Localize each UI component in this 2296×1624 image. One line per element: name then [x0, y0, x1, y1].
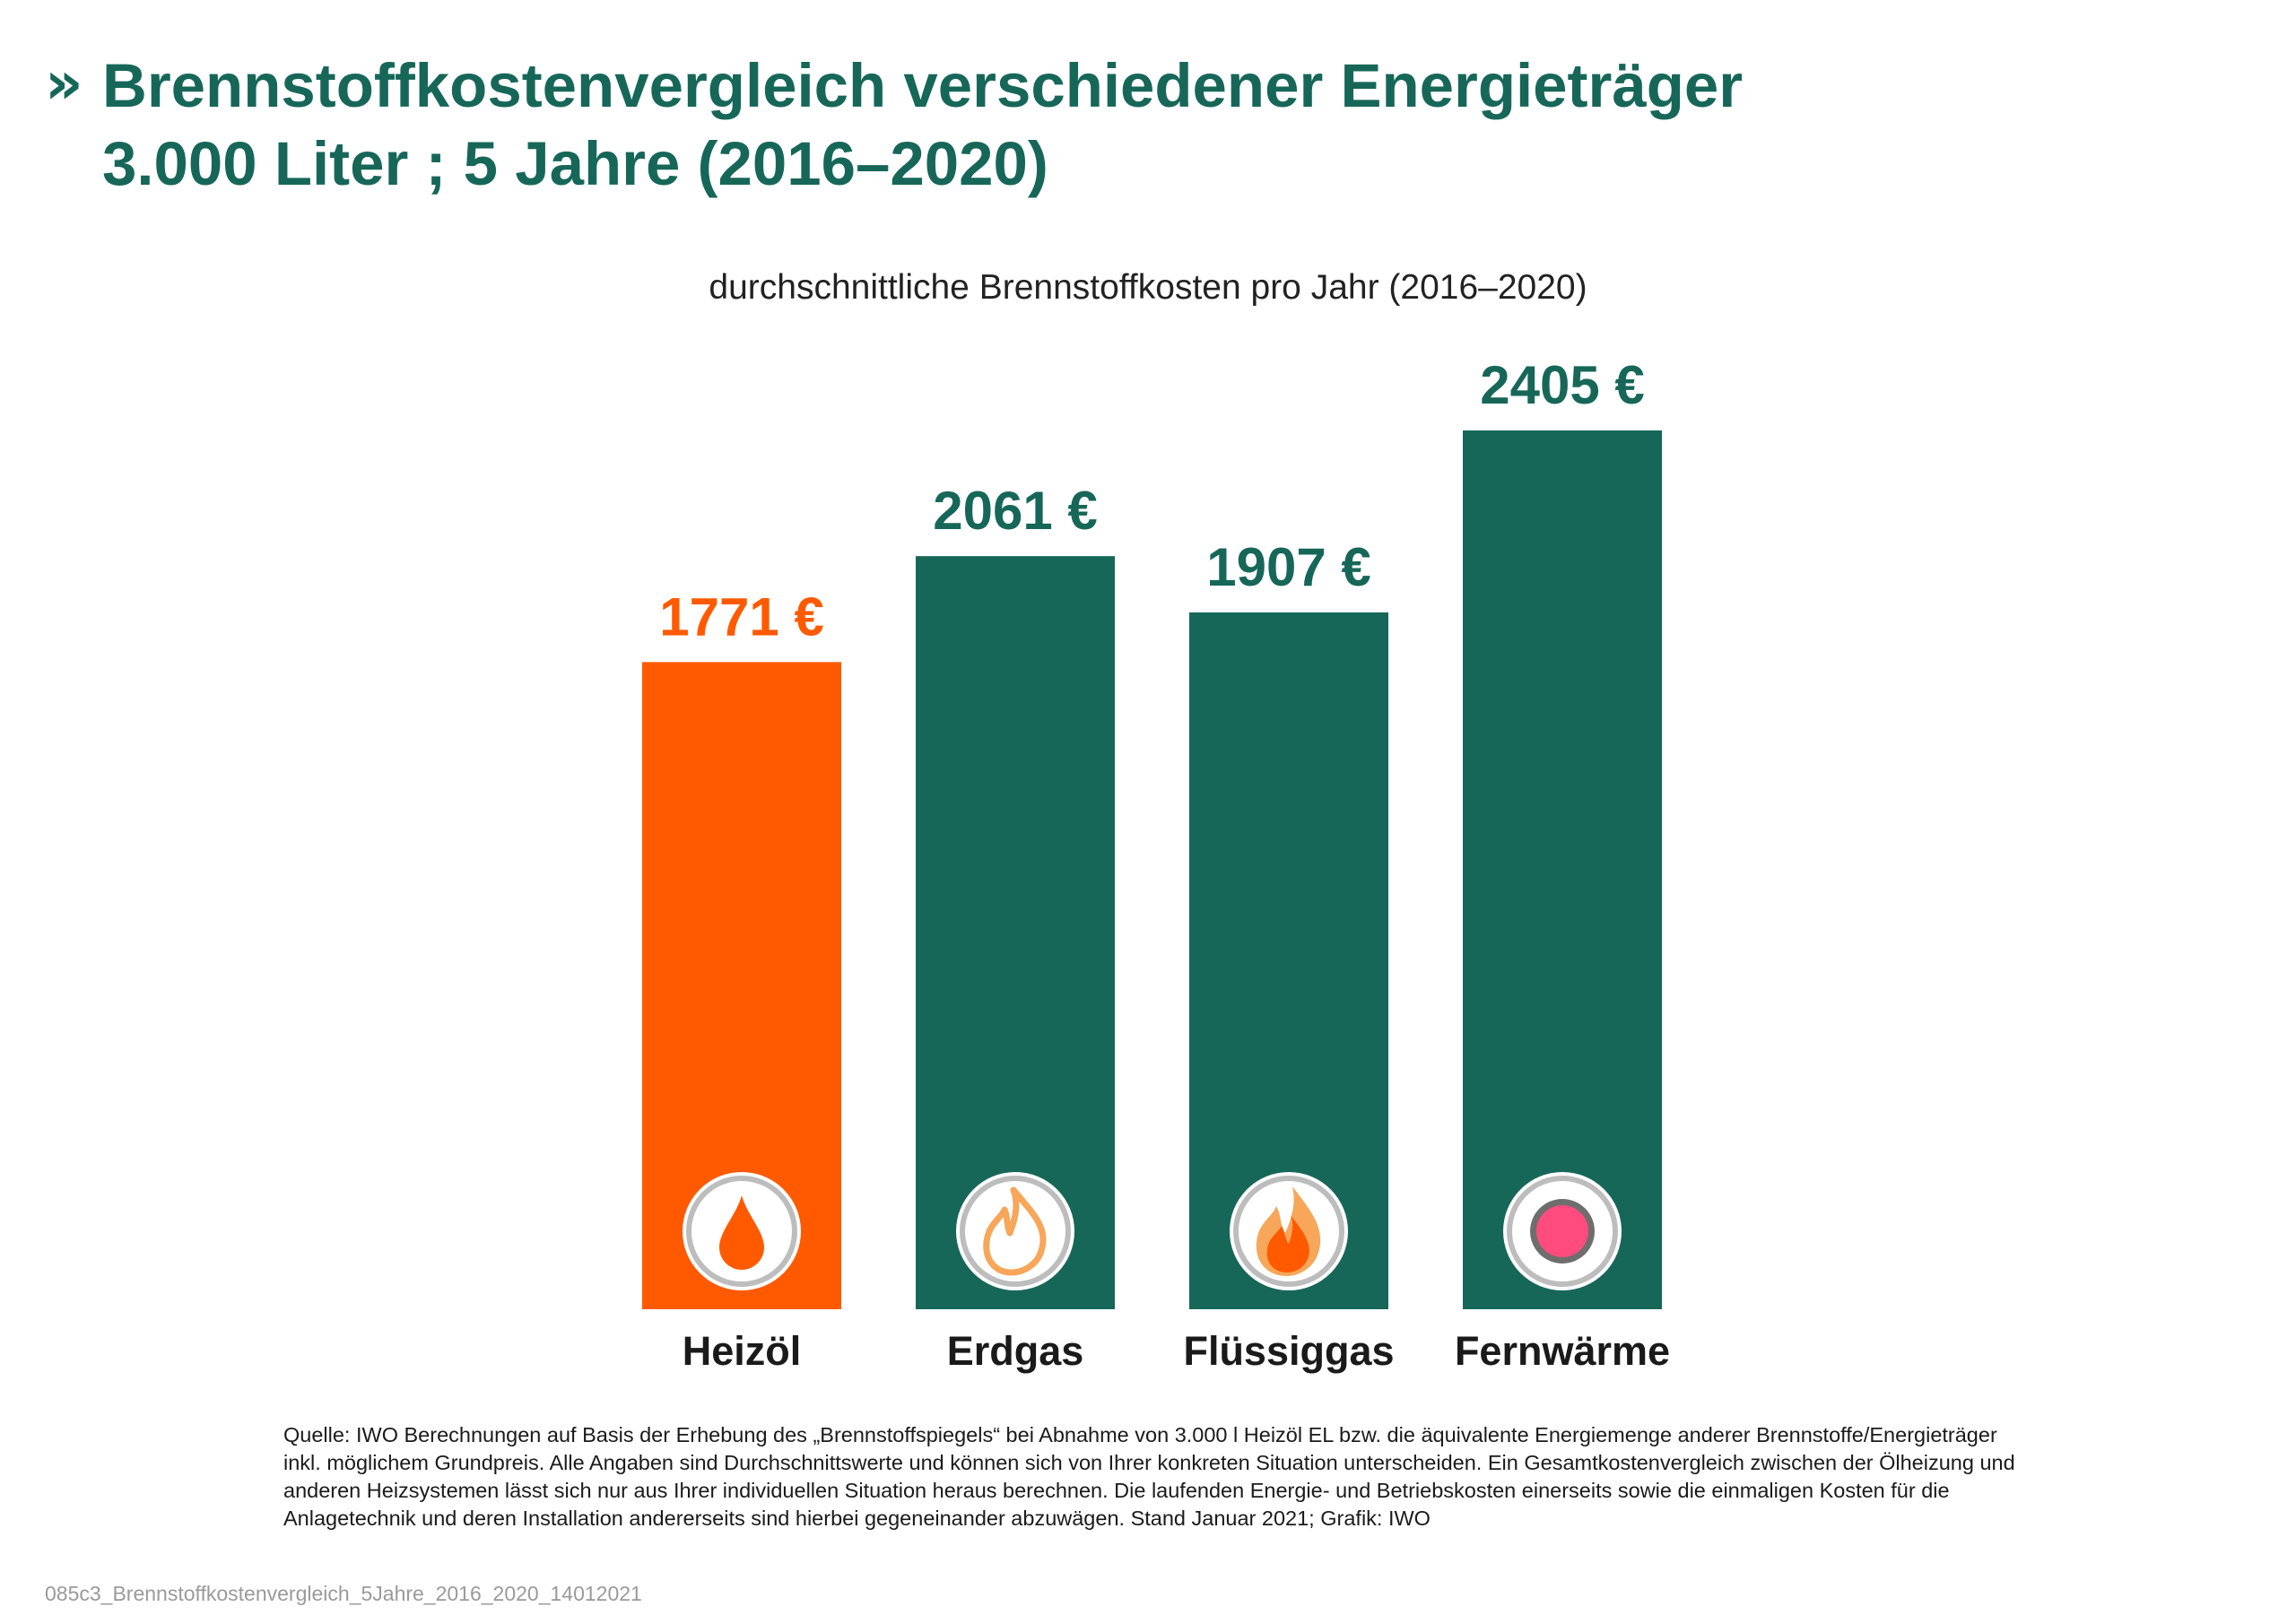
title-line-1: Brennstoffkostenvergleich verschiedener …	[102, 51, 1744, 120]
category-label-2: Erdgas	[947, 1328, 1084, 1374]
oil-drop-shape	[719, 1195, 764, 1270]
source-line-2: inkl. möglichem Grundpreis. Alle Angaben…	[283, 1451, 2015, 1474]
source-note: Quelle: IWO Berechnungen auf Basis der E…	[283, 1421, 2095, 1533]
oil-drop-icon	[683, 1172, 801, 1290]
value-label-2: 2061 €	[933, 481, 1098, 541]
double-chevron-icon: »	[45, 48, 83, 117]
dot-core-shape	[1536, 1205, 1588, 1257]
gas-flame-icon	[956, 1172, 1074, 1290]
file-name: 085c3_Brennstoffkostenvergleich_5Jahre_2…	[45, 1582, 642, 1605]
lpg-flame-icon	[1230, 1172, 1348, 1290]
category-label-3: Flüssiggas	[1183, 1328, 1394, 1374]
bar-4	[1463, 430, 1662, 1309]
icon-badge-bg	[956, 1172, 1074, 1290]
category-label-1: Heizöl	[683, 1328, 802, 1374]
flame-outline-shape	[983, 1186, 1047, 1276]
chart-title: Brennstoffkostenvergleich verschiedener …	[102, 47, 1743, 203]
icon-badge-ring	[960, 1176, 1071, 1287]
source-line-4: Anlagetechnik und deren Installation and…	[283, 1507, 1431, 1530]
district-heat-dot-icon	[1503, 1172, 1622, 1290]
icon-badge-ring	[686, 1176, 797, 1287]
icon-badge-ring	[1233, 1176, 1344, 1287]
chart-subtitle: durchschnittliche Brennstoffkosten pro J…	[709, 268, 1587, 307]
value-label-4: 2405 €	[1480, 355, 1645, 415]
value-label-3: 1907 €	[1206, 537, 1371, 597]
icon-badge-ring	[1507, 1176, 1618, 1287]
source-line-3: anderen Heizsystemen lässt sich nur aus …	[283, 1479, 1950, 1502]
title-line-2: 3.000 Liter ; 5 Jahre (2016–2020)	[102, 129, 1048, 198]
source-line-1: Quelle: IWO Berechnungen auf Basis der E…	[283, 1423, 1997, 1446]
flame-inner-shape	[1266, 1215, 1309, 1272]
category-label-4: Fernwärme	[1455, 1328, 1670, 1374]
value-label-1: 1771 €	[659, 586, 824, 647]
